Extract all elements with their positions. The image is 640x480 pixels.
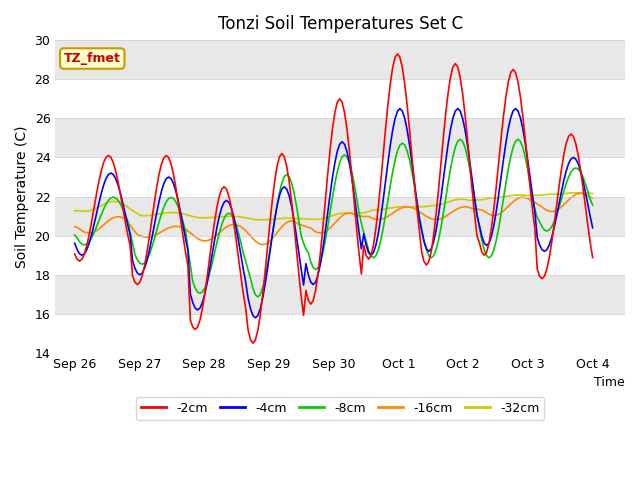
Bar bbox=[55, 79, 625, 119]
Bar bbox=[55, 196, 625, 236]
Legend: -2cm, -4cm, -8cm, -16cm, -32cm: -2cm, -4cm, -8cm, -16cm, -32cm bbox=[136, 397, 545, 420]
Bar bbox=[55, 236, 625, 275]
Bar bbox=[55, 314, 625, 353]
X-axis label: Time: Time bbox=[595, 376, 625, 389]
Bar bbox=[55, 119, 625, 157]
Text: TZ_fmet: TZ_fmet bbox=[64, 52, 121, 65]
Bar bbox=[55, 40, 625, 79]
Title: Tonzi Soil Temperatures Set C: Tonzi Soil Temperatures Set C bbox=[218, 15, 463, 33]
Bar bbox=[55, 157, 625, 196]
Bar bbox=[55, 275, 625, 314]
Y-axis label: Soil Temperature (C): Soil Temperature (C) bbox=[15, 125, 29, 268]
